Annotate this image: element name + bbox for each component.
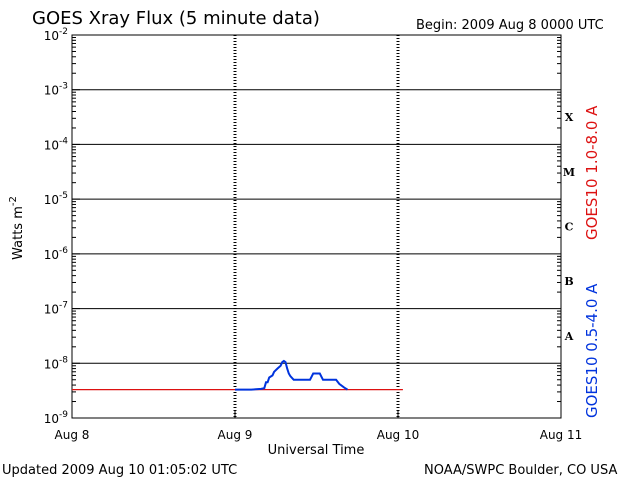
begin-time: Begin: 2009 Aug 8 0000 UTC: [416, 18, 604, 33]
y-tick-label: 10-5: [44, 191, 68, 207]
credit: NOAA/SWPC Boulder, CO USA: [424, 463, 617, 478]
day-dividers: [233, 35, 400, 418]
x-tick-label: Aug 9: [218, 428, 253, 442]
y-tick-label: 10-2: [44, 27, 68, 43]
flare-class-c: C: [565, 221, 574, 234]
data-series: [72, 359, 403, 391]
y-axis-ticks: 10-9 10-8 10-7 10-6 10-5 10-4 10-3 10-2: [44, 27, 561, 426]
flare-class-labels: A B C M X: [563, 111, 575, 343]
flare-class-a: A: [564, 330, 574, 343]
gridlines: [72, 89, 561, 364]
y-axis-label-base: Watts m: [11, 206, 26, 260]
x-tick-label: Aug 11: [540, 428, 583, 442]
y-axis-label: Watts m-2: [8, 196, 26, 260]
x-axis-ticks: Aug 8 Aug 9 Aug 10 Aug 11: [55, 410, 583, 442]
flare-class-m: M: [563, 166, 575, 179]
series-label-long: GOES10 1.0-8.0 A: [583, 105, 601, 240]
x-axis-label: Universal Time: [268, 443, 365, 458]
y-tick-label: 10-4: [44, 136, 69, 152]
plot-area: 10-910-810-710-610-510-410-310-2 Aug 8 Au…: [44, 27, 583, 442]
series-label-short: GOES10 0.5-4.0 A: [583, 283, 601, 418]
x-tick-label: Aug 8: [55, 428, 90, 442]
plot-frame: [71, 34, 562, 419]
x-tick-label: Aug 10: [377, 428, 420, 442]
y-tick-label: 10-6: [44, 246, 69, 262]
chart-title: GOES Xray Flux (5 minute data): [32, 8, 320, 29]
y-tick-label: 10-8: [44, 355, 69, 371]
y-tick-label: 10-9: [44, 410, 69, 426]
flare-class-x: X: [565, 111, 574, 124]
y-tick-label: 10-3: [44, 82, 68, 98]
updated-timestamp: Updated 2009 Aug 10 01:05:02 UTC: [2, 463, 237, 478]
y-tick-label: 10-7: [44, 301, 68, 317]
flare-class-b: B: [564, 275, 573, 288]
series-line-1: [235, 359, 349, 391]
y-axis-label-exp: -2: [8, 196, 19, 206]
